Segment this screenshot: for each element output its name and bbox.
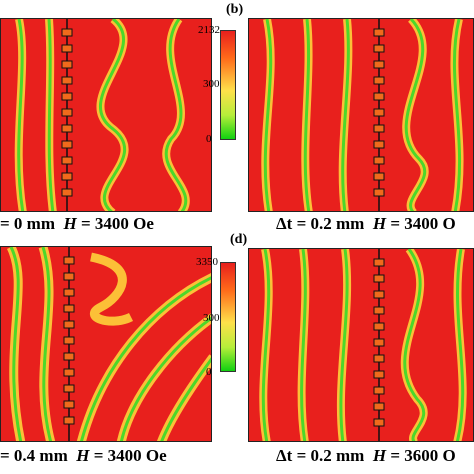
field-map-c-plot <box>1 247 211 441</box>
colorbar-a <box>220 30 236 140</box>
colorbar-c <box>220 262 236 372</box>
panel-label-b: (b) <box>226 2 244 17</box>
field-map-d-plot <box>249 249 473 441</box>
panel-label-d: (d) <box>230 232 248 247</box>
field-map-panel-b <box>248 18 474 212</box>
colorbar-a-min: 0 <box>206 133 212 145</box>
colorbar-a-max: 2132 <box>198 24 220 36</box>
colorbar-c-max: 3350 <box>196 256 218 268</box>
field-map-panel-d <box>248 248 474 442</box>
colorbar-a-mid: 300 <box>203 78 220 90</box>
caption-a: = 0 mm H = 3400 Oe <box>0 214 154 233</box>
caption-b: Δt = 0.2 mm H = 3400 O <box>276 214 456 233</box>
colorbar-c-mid: 300 <box>203 312 220 324</box>
field-map-panel-a <box>0 18 212 212</box>
field-map-a-plot <box>1 19 211 211</box>
caption-d: Δt = 0.2 mm H = 3600 O <box>276 446 456 465</box>
caption-c: = 0.4 mm H = 3400 Oe <box>0 446 167 465</box>
field-map-b-plot <box>249 19 473 211</box>
colorbar-c-min: 0 <box>206 366 212 378</box>
field-map-panel-c <box>0 246 212 442</box>
